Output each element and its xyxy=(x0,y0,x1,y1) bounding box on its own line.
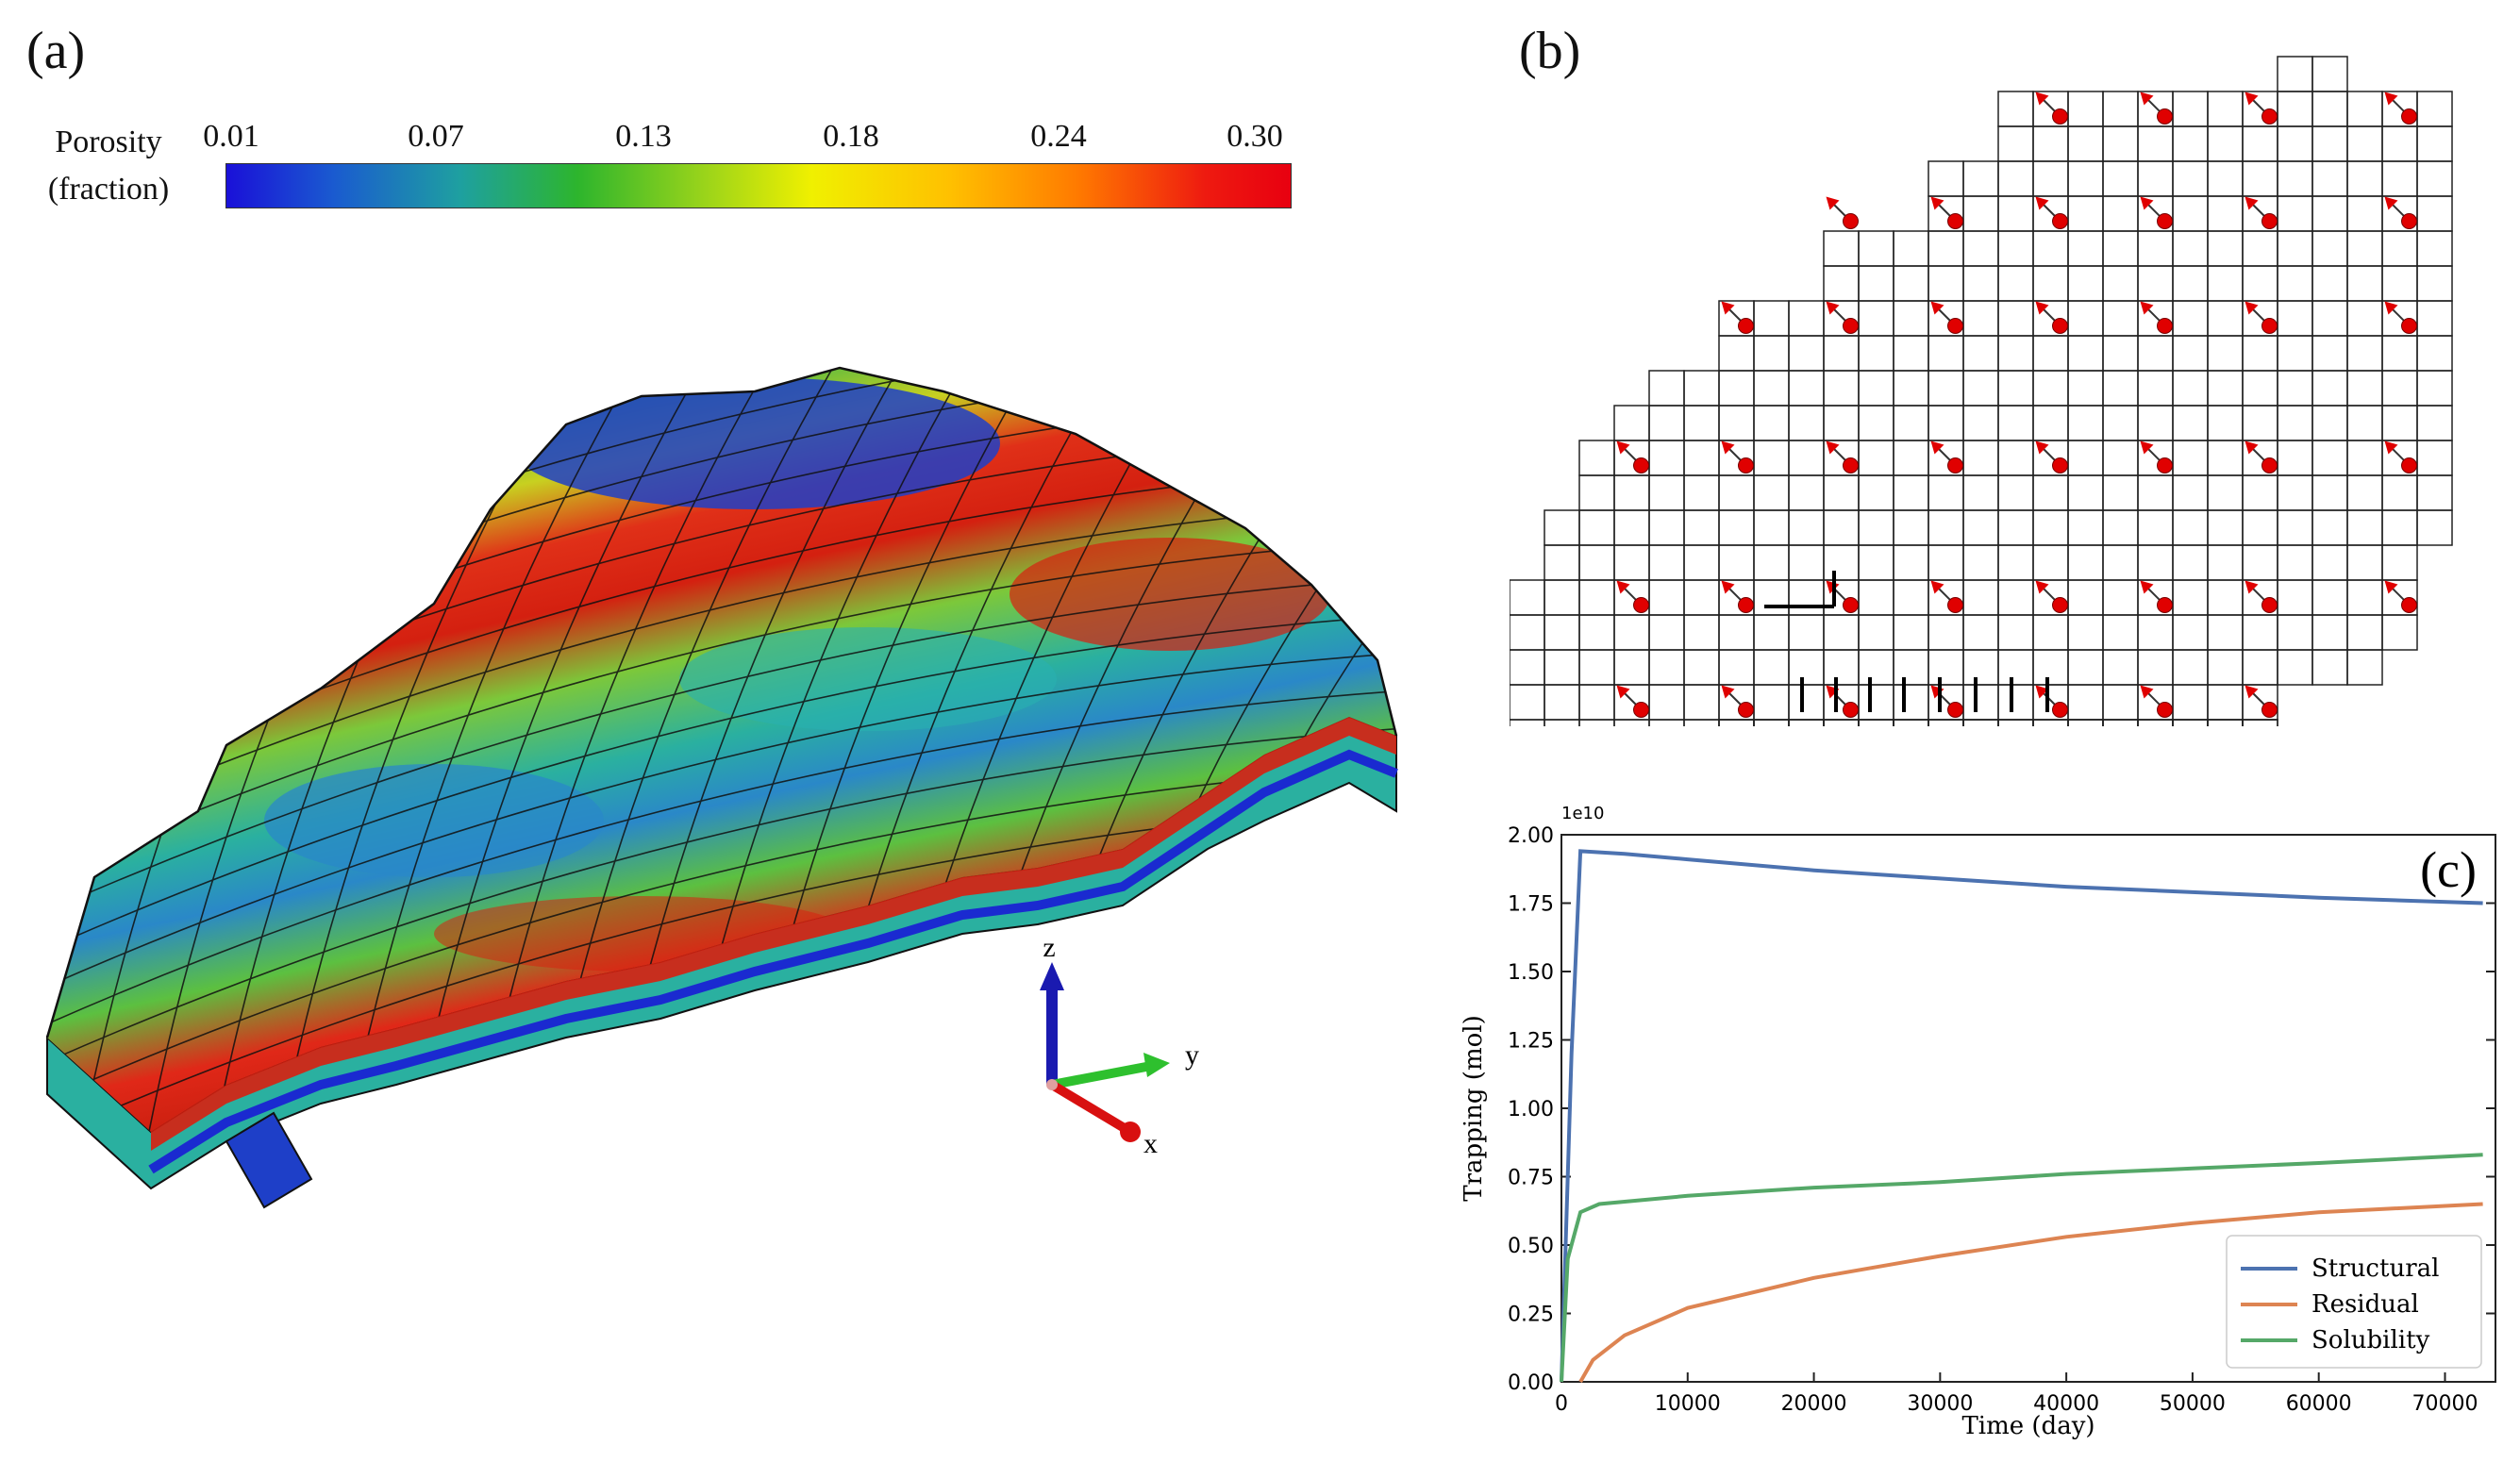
chart-x-tick-label: 0 xyxy=(1555,1392,1568,1416)
injection-well-icon xyxy=(1721,685,1754,718)
injection-well-icon xyxy=(2035,685,2068,718)
chart-x-tick-label: 10000 xyxy=(1655,1392,1721,1416)
panel-c-label: (c) xyxy=(2420,841,2477,898)
colorbar-title-line1: Porosity xyxy=(55,125,162,159)
chart-x-axis-label: Time (day) xyxy=(1961,1412,2094,1440)
chart-y-tick-label: 1.75 xyxy=(1508,893,1554,917)
injection-well-icon xyxy=(1616,440,1649,473)
chart-y-tick-label: 0.50 xyxy=(1508,1235,1554,1258)
injection-well-icon xyxy=(1721,301,1754,334)
legend-label: Residual xyxy=(2311,1290,2419,1319)
chart-y-tick-label: 1.25 xyxy=(1508,1030,1554,1054)
injection-well-icon xyxy=(2245,685,2278,718)
injection-well-icon xyxy=(2245,196,2278,229)
chart-legend: Structural Residual Solubility xyxy=(2226,1235,2482,1369)
reservoir-3d-model xyxy=(45,366,1398,1209)
injection-well-icon xyxy=(1721,440,1754,473)
injection-well-icon xyxy=(1930,685,1963,718)
colorbar-title-line2: (fraction) xyxy=(47,172,170,207)
injection-well-icon xyxy=(1930,440,1963,473)
injection-well-icon xyxy=(1930,196,1963,229)
injection-well-icon xyxy=(2140,580,2173,613)
injection-well-icon xyxy=(1721,580,1754,613)
injection-well-icon xyxy=(2140,196,2173,229)
trapping-chart: 1e10 (c) 0 10000 20000 30000 40000 50000 60000… xyxy=(1460,804,2496,1440)
colorbar-tick: 0.24 xyxy=(1030,119,1087,154)
injection-well-icon xyxy=(2035,196,2068,229)
injection-well-icon xyxy=(1826,685,1859,718)
injection-well-icon xyxy=(2245,91,2278,125)
injection-well-icon xyxy=(2140,685,2173,718)
colorbar-tick: 0.01 xyxy=(203,119,259,154)
chart-y-tick-label: 0.25 xyxy=(1508,1304,1554,1327)
injection-well-icon xyxy=(2384,301,2417,334)
panel-a-label: (a) xyxy=(26,22,86,80)
injection-well-icon xyxy=(2245,301,2278,334)
axes-indicator: z y x xyxy=(1040,934,1199,1159)
chart-y-tick-label: 1.50 xyxy=(1508,961,1554,985)
injection-well-icon xyxy=(2035,440,2068,473)
injection-well-icon xyxy=(2384,440,2417,473)
chart-y-tick-label: 2.00 xyxy=(1508,824,1554,848)
chart-y-tick-label: 0.75 xyxy=(1508,1167,1554,1190)
axis-z-label: z xyxy=(1043,934,1055,963)
injection-well-icon xyxy=(1930,580,1963,613)
injection-well-icon xyxy=(2384,580,2417,613)
injection-well-icon xyxy=(2384,196,2417,229)
injection-well-icon xyxy=(2035,580,2068,613)
colorbar-title: Porosity (fraction) xyxy=(28,119,189,213)
well-grid xyxy=(1510,56,2453,726)
injection-well-icon xyxy=(2245,440,2278,473)
colorbar-tick: 0.30 xyxy=(1227,119,1283,154)
injection-well-icon xyxy=(1826,301,1859,334)
chart-scale-label: 1e10 xyxy=(1561,804,1604,823)
injection-well-icon xyxy=(2384,91,2417,125)
series-line-structural xyxy=(1560,849,2483,1383)
colorbar-tick: 0.18 xyxy=(823,119,879,154)
colorbar-tick: 0.13 xyxy=(615,119,672,154)
panel-b-label: (b) xyxy=(1519,22,1581,80)
injection-well-icon xyxy=(1826,440,1859,473)
chart-x-tick-label: 60000 xyxy=(2286,1392,2352,1416)
axis-y-label: y xyxy=(1185,1039,1199,1071)
injection-well-icon xyxy=(1930,301,1963,334)
series-line-solubility xyxy=(1560,1153,2483,1383)
injection-well-icon xyxy=(1826,196,1859,229)
series-line-residual xyxy=(1578,1202,2483,1383)
porosity-colorbar xyxy=(225,163,1292,208)
injection-well-icon xyxy=(2035,91,2068,125)
injection-well-icon xyxy=(2140,91,2173,125)
chart-x-tick-label: 40000 xyxy=(2033,1392,2099,1416)
injection-well-icon xyxy=(2140,301,2173,334)
injection-well-icon xyxy=(1616,580,1649,613)
chart-y-axis-label: Trapping (mol) xyxy=(1460,1015,1488,1201)
colorbar-tick: 0.07 xyxy=(408,119,464,154)
injection-well-icon xyxy=(2035,301,2068,334)
injection-well-icon xyxy=(2245,580,2278,613)
legend-label: Solubility xyxy=(2311,1326,2430,1354)
injection-well-icon xyxy=(1616,685,1649,718)
chart-y-tick-label: 1.00 xyxy=(1508,1098,1554,1121)
chart-y-tick-label: 0.00 xyxy=(1508,1371,1554,1395)
axis-x-label: x xyxy=(1143,1128,1158,1159)
chart-x-tick-label: 50000 xyxy=(2160,1392,2226,1416)
injection-well-icon xyxy=(2140,440,2173,473)
chart-x-tick-label: 30000 xyxy=(1907,1392,1973,1416)
chart-x-tick-label: 20000 xyxy=(1781,1392,1847,1416)
legend-label: Structural xyxy=(2311,1254,2439,1283)
chart-x-tick-label: 70000 xyxy=(2412,1392,2478,1416)
